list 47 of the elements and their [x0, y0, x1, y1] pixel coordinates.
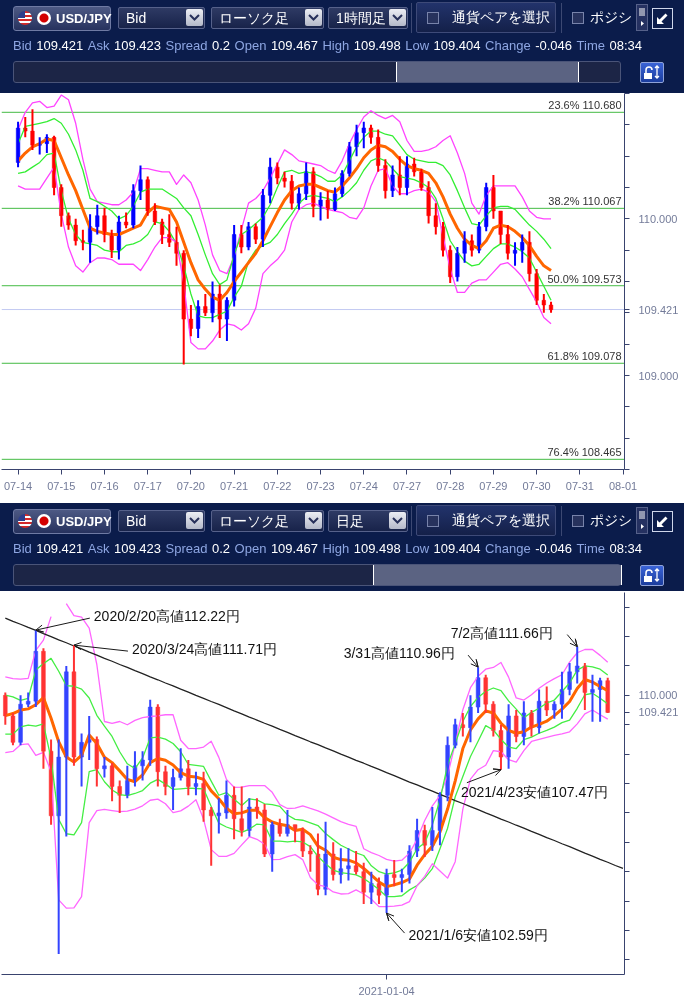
chart-title: USD/JPY: [56, 11, 112, 26]
chart-title: USD/JPY: [56, 514, 112, 529]
x-tick-label: 08-01: [608, 479, 638, 492]
x-tick-label: 2021-01-04: [358, 984, 415, 997]
x-tick-label: 07-17: [133, 479, 162, 492]
y-tick-label: 109.421: [638, 706, 679, 719]
text: ポジシ: [590, 9, 632, 25]
candlestick: [193, 770, 199, 797]
x-tick-label: 07-20: [176, 479, 205, 492]
x-tick-label: 07-29: [479, 479, 508, 492]
y-tick-label: 110.000: [638, 212, 678, 225]
text: ローソク足: [219, 10, 289, 26]
text: ポジシ: [590, 512, 632, 528]
x-tick-label: 07-16: [90, 479, 119, 492]
y-tick-label: 109.421: [638, 303, 679, 316]
text: 日足: [336, 513, 364, 529]
x-tick-label: 07-14: [4, 479, 33, 492]
x-tick-label: 07-22: [263, 479, 292, 492]
text: 1時間足: [336, 10, 386, 26]
x-tick-label: 07-30: [522, 479, 551, 492]
text: 2020/3/24高値111.71円: [131, 641, 277, 658]
text: 通貨ペアを選択: [452, 512, 550, 528]
ref-line-label: 50.0% 109.573: [547, 272, 622, 285]
y-tick-label: 109.000: [638, 369, 679, 382]
ref-line-label: 38.2% 110.067: [548, 195, 622, 208]
x-tick-label: 07-23: [306, 479, 335, 492]
text: 通貨ペアを選択: [452, 9, 550, 25]
ref-line-label: 23.6% 110.680: [548, 99, 622, 112]
text: 2020/2/20高値112.22円: [93, 608, 240, 625]
text: Bid 109.421 Ask 109.423 Spread 0.2 Open 109.467 High 109.498 Low 109.404 Change -0.046 Time 08:34: [13, 541, 642, 556]
ref-line-label: 76.4% 108.465: [547, 446, 622, 459]
x-tick-label: 07-21: [220, 479, 249, 492]
x-tick-label: 07-28: [436, 479, 465, 492]
text: Bid: [126, 513, 147, 529]
text: Bid 109.421 Ask 109.423 Spread 0.2 Open 109.467 High 109.498 Low 109.404 Change -0.046 Time 08:34: [13, 38, 642, 53]
text: Bid: [126, 10, 147, 26]
text: ローソク足: [219, 513, 289, 529]
x-tick-label: 07-27: [392, 479, 422, 492]
ref-line-label: 61.8% 109.078: [547, 350, 622, 363]
text: 2021/1/6安値102.59円: [408, 927, 548, 944]
y-tick-label: 110.000: [638, 689, 678, 702]
text: 3/31高値110.96円: [343, 645, 455, 662]
text: 2021/4/23安値107.47円: [460, 783, 609, 800]
x-tick-label: 07-31: [565, 479, 594, 492]
text: 7/2高値111.66円: [450, 624, 553, 641]
x-tick-label: 07-15: [47, 479, 76, 492]
x-tick-label: 07-24: [349, 479, 378, 492]
